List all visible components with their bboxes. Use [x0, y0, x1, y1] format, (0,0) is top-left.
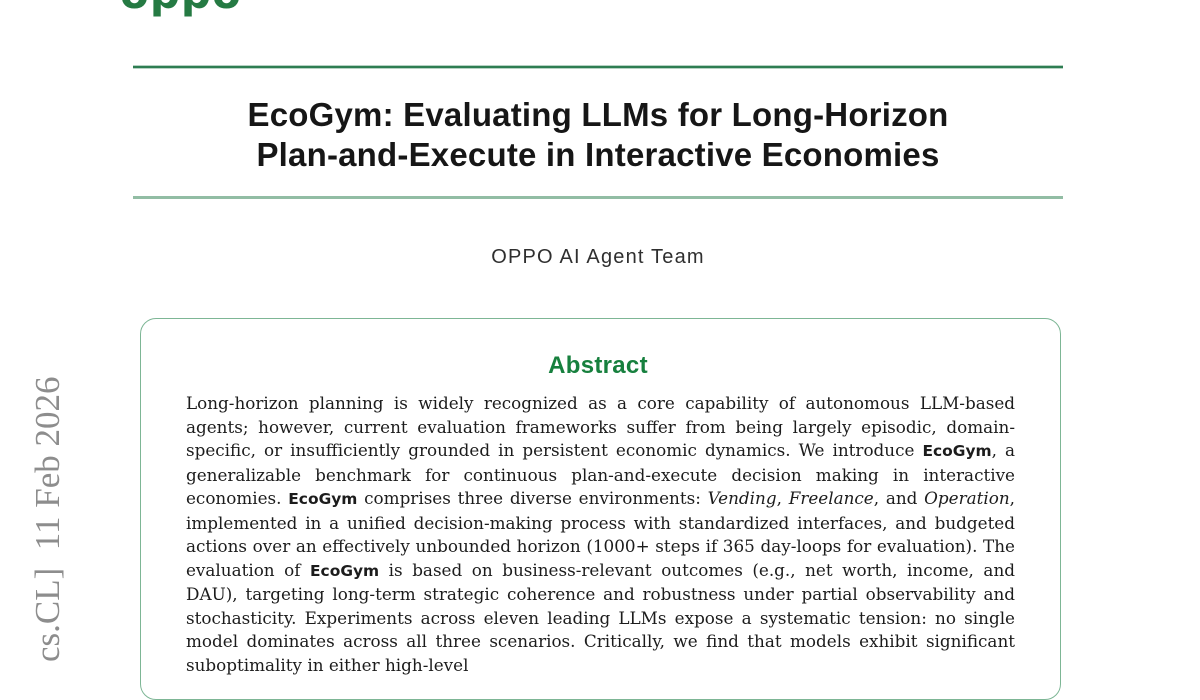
abstract-paragraph: Long-horizon planning is widely recogniz…	[186, 393, 1015, 675]
authors-line: OPPO AI Agent Team	[491, 246, 705, 268]
title-rule	[133, 196, 1063, 199]
arxiv-watermark: cs.CL] 11 Feb 2026	[28, 376, 67, 663]
paper-title-line-2: Plan-and-Execute in Interactive Economie…	[256, 136, 940, 173]
abstract-heading: Abstract	[548, 352, 648, 379]
paper-title: EcoGym: Evaluating LLMs for Long-Horizon…	[133, 95, 1063, 175]
top-rule	[133, 66, 1063, 68]
abstract-box	[140, 318, 1061, 700]
paper-title-line-1: EcoGym: Evaluating LLMs for Long-Horizon	[247, 96, 949, 133]
oppo-logo: oppo	[120, 0, 242, 15]
